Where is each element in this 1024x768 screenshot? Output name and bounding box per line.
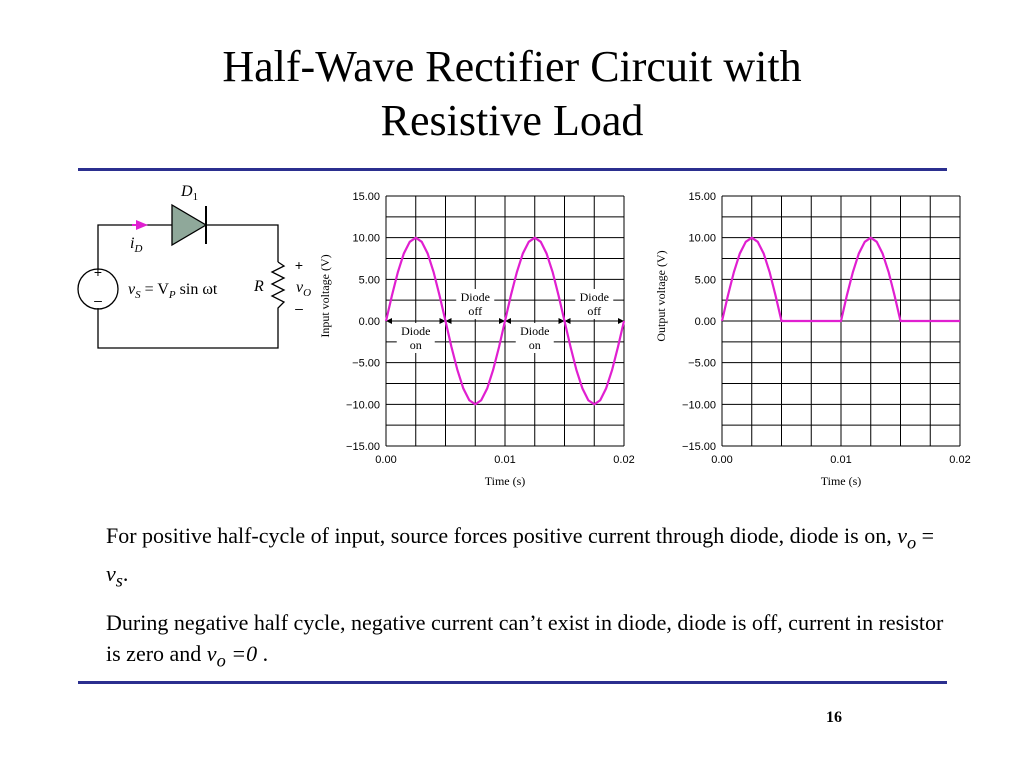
input-y-tick-label: 0.00 — [359, 316, 380, 328]
source-expression: vS = VP sin ωt — [128, 281, 218, 301]
arrow-left-icon — [564, 318, 571, 324]
annotation-label-line1: Diode — [580, 290, 609, 304]
diode-label: D1 — [180, 183, 198, 203]
output-y-tick-label: −15.00 — [682, 441, 716, 453]
annotation-label-box — [456, 289, 495, 319]
arrow-left-icon — [445, 318, 452, 324]
output-x-tick-label: 0.02 — [949, 454, 970, 466]
output-y-tick-label: 10.00 — [688, 233, 716, 245]
p1-vo-subscript: o — [906, 532, 917, 553]
input-y-tick-label: −5.00 — [352, 358, 380, 370]
input-voltage-series-line — [384, 236, 626, 406]
diode-symbol — [171, 203, 208, 247]
p2-vo-symbol: v — [206, 641, 217, 666]
rectifier-circuit-diagram: + – D1 iD vS = VP sin ωt R + vO – — [77, 183, 311, 349]
annotation-label-line1: Diode — [401, 324, 430, 338]
output-minus-sign: – — [295, 300, 303, 316]
p1-period: . — [122, 561, 129, 587]
input-x-axis-label: Time (s) — [485, 474, 526, 488]
output-y-tick-label: 15.00 — [688, 191, 716, 203]
annotation-label-box — [396, 323, 435, 353]
top-divider — [78, 168, 947, 171]
input-chart-grid — [385, 195, 625, 447]
output-y-tick-label: 5.00 — [695, 274, 716, 286]
wire-bottom — [97, 308, 279, 349]
annotation-label-box — [575, 289, 614, 319]
input-y-tick-label: 5.00 — [359, 274, 380, 286]
output-label: vO — [296, 279, 311, 299]
resistor-zigzag — [270, 261, 286, 310]
source-plus-sign: + — [94, 264, 102, 280]
output-plus-sign: + — [295, 257, 303, 273]
input-y-tick-label: −10.00 — [346, 399, 380, 411]
annotation-label-line2: off — [468, 304, 482, 318]
source-minus-sign: – — [94, 292, 102, 308]
input-voltage-chart: 15.00 10.00 5.00 0.00 −5.00 −10.00 −15.00 0.00… — [318, 191, 635, 488]
p1-text: For positive half-cycle of input, source… — [106, 523, 898, 548]
output-voltage-series-line — [720, 236, 960, 323]
input-y-tick-label: −15.00 — [346, 441, 380, 453]
input-x-tick-label: 0.01 — [494, 454, 515, 466]
p2-vo-subscript: o — [216, 650, 226, 671]
p1-equals: = — [916, 523, 935, 548]
input-x-tick-labels: 0.00 0.01 0.02 — [375, 454, 634, 466]
arrow-left-icon — [505, 318, 511, 324]
input-y-tick-label: 10.00 — [352, 233, 380, 245]
p2-equals-zero: =0 — [225, 641, 258, 666]
page-number: 16 — [826, 709, 842, 726]
output-x-tick-label: 0.00 — [711, 454, 732, 466]
paragraph-positive-half-cycle: For positive half-cycle of input, source… — [106, 520, 946, 597]
annotation-label-line1: Diode — [520, 324, 549, 338]
input-x-tick-label: 0.02 — [613, 454, 634, 466]
output-x-tick-labels: 0.00 0.01 0.02 — [711, 454, 970, 466]
output-y-tick-labels: 15.00 10.00 5.00 0.00 −5.00 −10.00 −15.00 — [682, 191, 716, 453]
slide-title: Half-Wave Rectifier Circuit with Resisti… — [0, 40, 1024, 148]
output-x-axis-label: Time (s) — [821, 474, 862, 488]
arrow-right-icon — [558, 318, 565, 324]
arrow-left-icon — [386, 318, 392, 324]
output-voltage-chart: 15.00 10.00 5.00 0.00 −5.00 −10.00 −15.00 0.00… — [654, 191, 971, 488]
paragraph-negative-half-cycle: During negative half cycle, negative cur… — [106, 607, 946, 676]
p1-vs-symbol: v — [106, 561, 116, 587]
resistor-label: R — [253, 278, 264, 295]
p1-vs-subscript: s — [115, 570, 123, 591]
annotation-label-line2: on — [410, 338, 422, 352]
output-x-tick-label: 0.01 — [830, 454, 851, 466]
p1-vo-symbol: v — [897, 523, 907, 548]
annotation-label-line1: Diode — [461, 290, 490, 304]
current-arrow-icon — [136, 220, 148, 230]
title-line-2: Resistive Load — [380, 96, 644, 145]
output-y-tick-label: 0.00 — [695, 316, 716, 328]
input-x-tick-label: 0.00 — [375, 454, 396, 466]
bottom-divider — [78, 681, 947, 684]
output-y-tick-label: −10.00 — [682, 399, 716, 411]
annotation-label-box — [515, 323, 554, 353]
output-y-tick-label: −5.00 — [688, 358, 716, 370]
arrow-right-icon — [618, 318, 624, 324]
p2-text: During negative half cycle, negative cur… — [106, 610, 944, 666]
input-y-tick-label: 15.00 — [352, 191, 380, 203]
title-line-1: Half-Wave Rectifier Circuit with — [222, 42, 802, 91]
annotation-label-line2: off — [587, 304, 601, 318]
arrow-right-icon — [439, 318, 446, 324]
wire-top-right — [206, 224, 279, 262]
annotation-label-line2: on — [529, 338, 541, 352]
arrow-right-icon — [499, 318, 505, 324]
p2-period: . — [257, 641, 269, 666]
current-label: iD — [130, 235, 142, 255]
input-y-tick-labels: 15.00 10.00 5.00 0.00 −5.00 −10.00 −15.00 — [346, 191, 380, 453]
voltage-source-circle — [77, 268, 119, 310]
input-y-axis-label: Input voltage (V) — [318, 254, 332, 337]
output-y-axis-label: Output voltage (V) — [654, 250, 668, 341]
